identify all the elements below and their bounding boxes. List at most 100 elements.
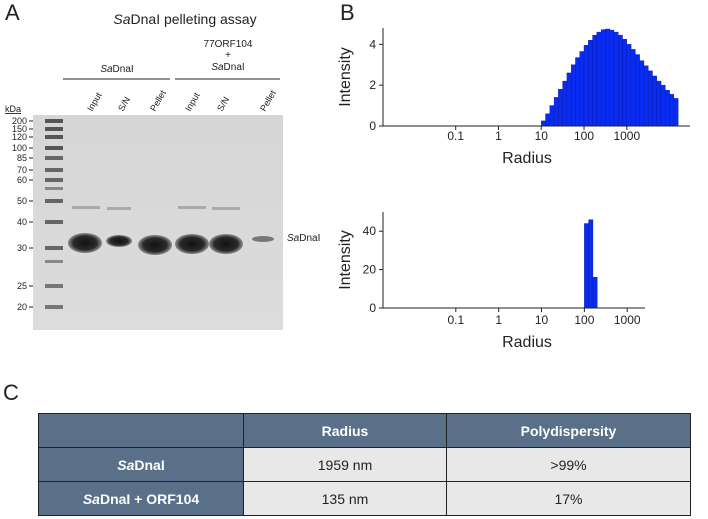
y-tick-label: 2 [369,78,376,92]
x-tick-label: 10 [535,313,549,327]
text-part: DnaI [113,64,134,75]
italic-part: Sa [117,456,135,473]
gel-title: SaDnaI pelleting assay [113,11,256,27]
x-tick-label: 1 [495,129,502,143]
y-axis-label: Intensity [337,47,354,107]
text-part: DnaI [299,233,320,244]
bar [600,29,606,127]
group-label: 77ORF104 [204,39,253,50]
group-label: SaDnaI [211,62,244,73]
italic-part: Sa [113,11,130,27]
italic-part: Sa [100,64,113,75]
header-cell: Polydispersity [446,413,691,448]
lane-label: S/N [116,95,132,113]
ladder-label: 120 [12,132,27,142]
ladder-label: 60 [17,175,27,185]
ladder-label: 150 [12,124,27,134]
gel-bands [45,119,274,309]
text-part: DnaI [224,62,245,73]
bar [570,64,576,127]
panel-label: B [340,0,355,25]
y-axis-label: Intensity [337,230,354,290]
x-tick-label: 10 [535,129,549,143]
row-label: SaDnaI [38,447,244,482]
text-part: DnaI + ORF104 [99,490,200,507]
bar [639,60,645,127]
lane-label: Pellet [258,88,278,113]
y-tick-label: 40 [363,224,377,238]
summary-table: Radius Polydispersity SaDnaI 1959 nm >99… [38,413,691,516]
bar [609,29,615,127]
bar [673,98,679,127]
panel-label: A [5,0,20,25]
bar [635,54,640,127]
cell: 17% [446,481,691,516]
bar [541,120,546,127]
ladder-label: 70 [17,165,27,175]
x-tick-label: 1000 [614,313,641,327]
bar [660,84,666,127]
ladder-unit: kDa [5,104,21,114]
cell: 135 nm [243,481,447,516]
y-tick-label: 20 [363,263,377,277]
text-part: DnaI pelleting assay [131,11,257,27]
x-tick-label: 0.1 [447,129,464,143]
bar [656,80,662,127]
bar [575,57,580,127]
bar [596,31,602,127]
group-label: SaDnaI [100,64,133,75]
gel-image [33,115,283,330]
bar [605,28,610,127]
lane-labels: Input S/N Pellet Input S/N Pellet [85,88,278,113]
bar [584,223,589,309]
bar [665,90,670,127]
bar [626,44,632,127]
figure: A B C SaDnaI pelleting assay SaDnaI 77OR… [3,0,690,400]
ladder-label: 200 [12,116,27,126]
panel-label: C [3,380,19,400]
ladder-label: 30 [17,243,27,253]
group-label: + [225,50,231,61]
x-tick-label: 0.1 [447,313,464,327]
bar [553,97,559,127]
cell: 1959 nm [243,447,447,482]
ladder-label: 50 [17,196,27,206]
text-part: DnaI [134,456,165,473]
bar [583,45,589,127]
x-tick-label: 1000 [613,129,640,143]
band-label: SaDnaI [287,233,320,244]
bar [592,34,598,127]
x-axis-label: Radius [502,334,552,351]
bar [592,277,598,309]
lane-label: Input [85,90,104,113]
bar [558,89,563,127]
cell: >99% [446,447,691,482]
x-tick-label: 100 [574,313,594,327]
header-cell [38,413,244,448]
bar [669,94,675,127]
bar [588,40,593,127]
y-tick-label: 0 [369,301,376,315]
ladder-label: 20 [17,302,27,312]
bar [630,49,636,127]
x-axis-label: Radius [502,150,552,167]
bar [652,75,657,127]
bar [545,113,551,127]
bar [643,65,649,127]
y-tick-label: 4 [369,37,376,51]
bar [566,72,572,127]
italic-part: Sa [211,62,224,73]
bar [579,51,585,127]
x-tick-label: 1 [495,313,502,327]
italic-part: Sa [287,233,300,244]
ladder-label: 25 [17,281,27,291]
bar [588,219,594,309]
bar [618,34,623,127]
bar [647,70,653,127]
ladder-label: 85 [17,153,27,163]
x-tick-label: 100 [574,129,594,143]
bar [622,39,628,127]
row: SaDnaI 1959 nm >99% [38,447,691,482]
